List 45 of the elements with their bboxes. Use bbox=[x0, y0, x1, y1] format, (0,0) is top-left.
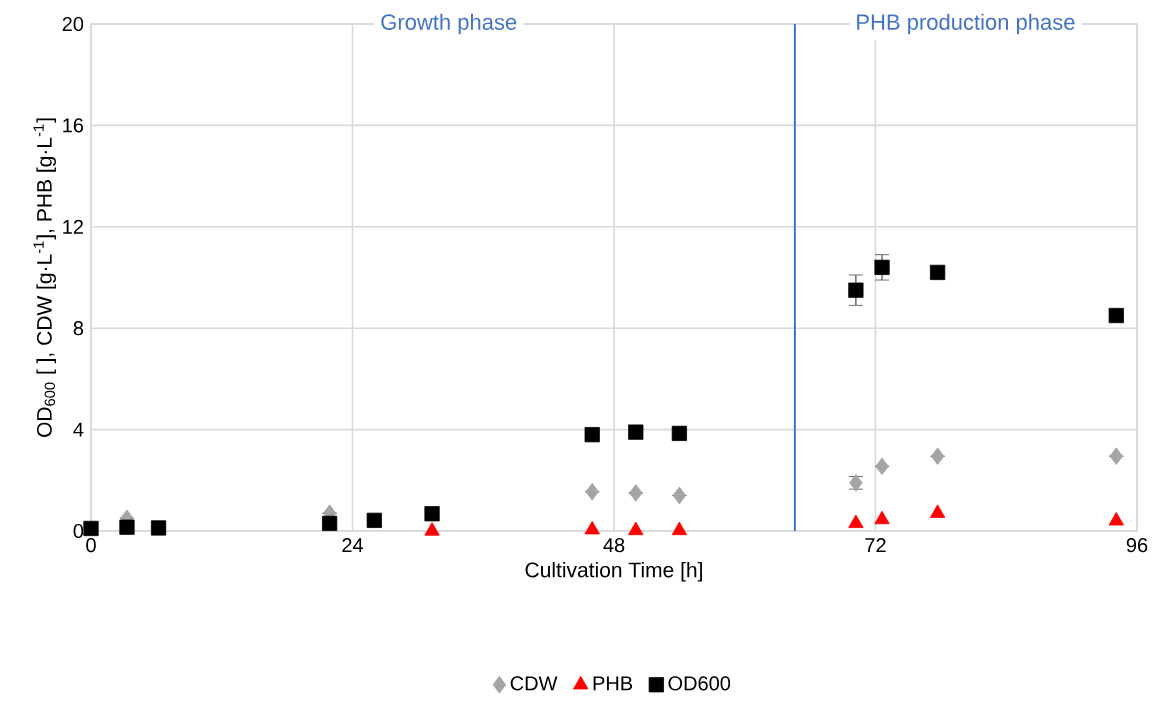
x-tick-label: 72 bbox=[865, 537, 886, 552]
legend-label: PHB bbox=[593, 676, 633, 691]
point bbox=[628, 521, 644, 535]
x-tick-label: 48 bbox=[603, 537, 625, 553]
x-tick-label: 0 bbox=[86, 537, 96, 553]
point bbox=[119, 519, 135, 535]
x-axis-title: Cultivation Time [h] bbox=[525, 561, 702, 582]
point bbox=[671, 425, 687, 441]
point bbox=[584, 520, 600, 535]
point bbox=[930, 264, 946, 280]
point bbox=[875, 457, 889, 476]
point bbox=[584, 426, 600, 443]
point bbox=[628, 424, 644, 440]
point bbox=[1108, 511, 1124, 526]
point bbox=[671, 521, 688, 535]
point bbox=[322, 515, 338, 531]
point bbox=[424, 506, 440, 522]
annotation: PHB production phase bbox=[857, 13, 1075, 35]
point bbox=[629, 484, 643, 502]
y-tick-label: 0 bbox=[73, 523, 84, 538]
point bbox=[150, 520, 167, 536]
point bbox=[930, 447, 945, 465]
y-tick-label: 12 bbox=[63, 219, 83, 234]
point bbox=[929, 504, 946, 518]
annotation: Growth phase bbox=[381, 13, 517, 35]
x-tick-label: 24 bbox=[342, 537, 364, 552]
point bbox=[366, 512, 382, 528]
point bbox=[1108, 307, 1124, 323]
y-tick-label: 4 bbox=[73, 422, 84, 437]
point bbox=[848, 514, 864, 528]
legend-label: OD600 bbox=[668, 676, 731, 691]
point bbox=[874, 259, 890, 275]
point bbox=[83, 520, 99, 536]
point bbox=[585, 482, 599, 501]
y-tick-label: 16 bbox=[63, 118, 84, 133]
point bbox=[848, 282, 864, 298]
point bbox=[874, 510, 890, 525]
y-tick-label: 20 bbox=[62, 16, 84, 31]
point bbox=[1109, 447, 1123, 465]
point bbox=[424, 522, 440, 536]
point bbox=[672, 486, 687, 505]
x-tick-label: 96 bbox=[1126, 537, 1148, 553]
legend-label: CDW bbox=[510, 676, 558, 691]
y-tick-label: 8 bbox=[73, 321, 84, 336]
y-axis-title: OD$_{600}$ [ ], CDW [g·L$^{-1}$], PHB [g·L$^{-1}$] bbox=[33, 118, 56, 437]
